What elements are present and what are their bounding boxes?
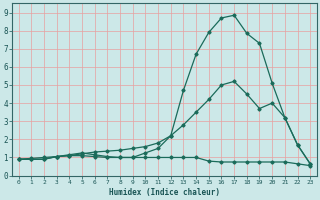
X-axis label: Humidex (Indice chaleur): Humidex (Indice chaleur) — [109, 188, 220, 197]
